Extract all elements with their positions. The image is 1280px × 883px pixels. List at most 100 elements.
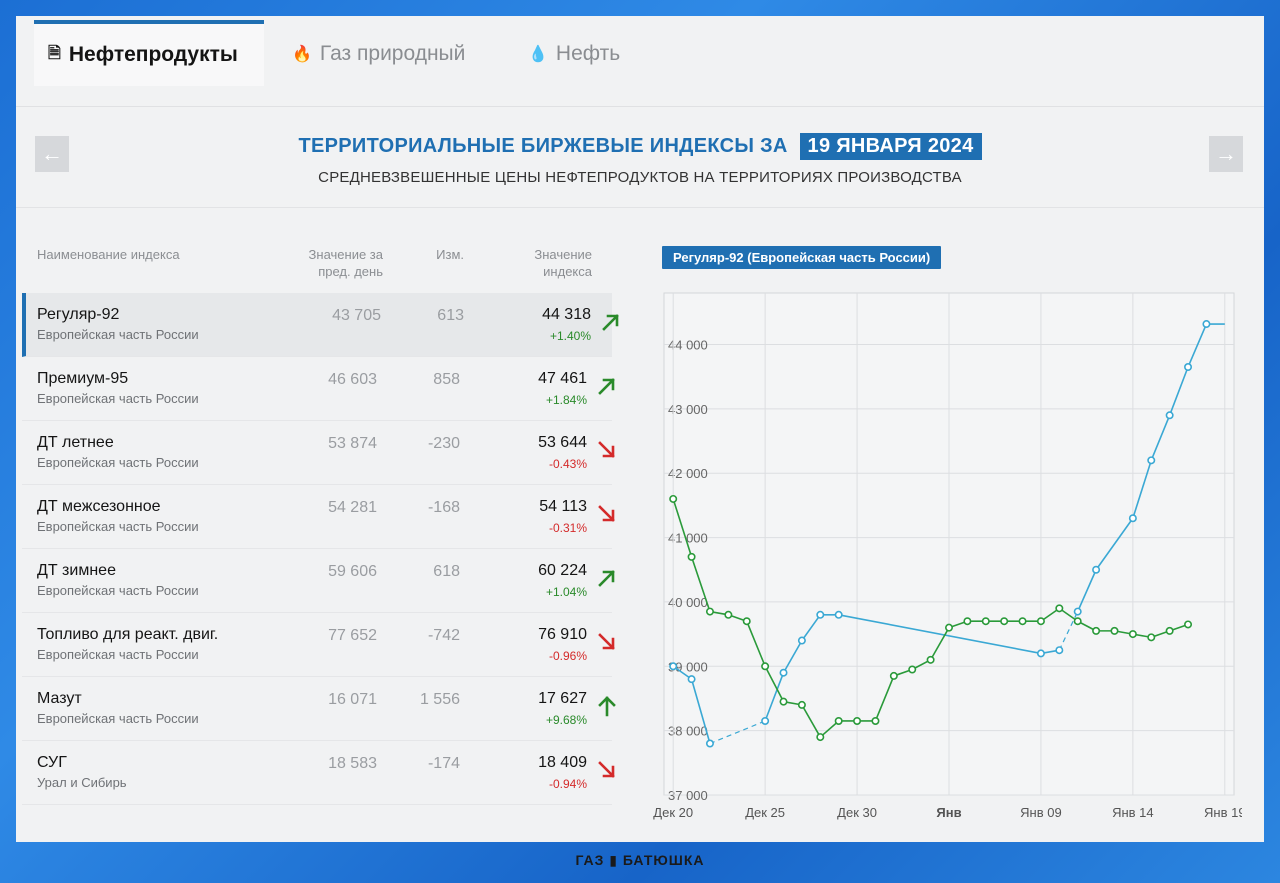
percent-change: -0.31% (548, 521, 587, 535)
arrow-right-icon: → (1215, 141, 1237, 166)
data-point (742, 617, 751, 626)
x-tick-label: Дек 30 (837, 805, 877, 820)
table-row[interactable]: Премиум-95 Европейская часть России 46 603… (22, 357, 615, 421)
logo-left: ГАЗ (575, 852, 605, 868)
title-text: ТЕРРИТОРИАЛЬНЫЕ БИРЖЕВЫЕ ИНДЕКСЫ ЗА (298, 135, 788, 157)
data-point (669, 662, 678, 671)
index-region: Европейская часть России (37, 711, 199, 726)
series-line-segment (672, 498, 693, 558)
data-point (816, 733, 825, 742)
tab-label: Газ природный (319, 42, 466, 65)
x-tick-label: Дек 25 (745, 805, 785, 820)
prev-value: 53 874 (328, 435, 377, 452)
series-line-segment (1076, 569, 1097, 612)
table-row[interactable]: СУГ Урал и Сибирь 18 583 -174 18 409 -0.94% (22, 741, 615, 805)
prev-value: 43 705 (332, 307, 381, 324)
main-panel: 🗎 Нефтепродукты 🔥 Газ природный 💧 Нефть … (16, 16, 1264, 842)
prev-date-button[interactable]: ← (35, 136, 69, 172)
data-point (834, 610, 843, 619)
date-badge: 19 ЯНВАРЯ 2024 (799, 133, 982, 160)
change-value: 618 (433, 563, 460, 580)
x-tick-label: Дек 20 (653, 805, 693, 820)
data-point (963, 617, 972, 626)
index-name: Топливо для реакт. двиг. (37, 626, 219, 643)
table-body: Регуляр-92 Европейская часть России 43 705… (22, 293, 619, 805)
x-tick-label: Янв 19 (1204, 805, 1242, 820)
data-point (779, 668, 788, 677)
data-point (1055, 646, 1064, 655)
prev-value: 54 281 (328, 499, 377, 516)
series-line-segment (874, 675, 895, 722)
tab-oil[interactable]: 💧 Нефть (528, 22, 620, 86)
table-row[interactable]: ДТ зимнее Европейская часть России 59 606 6… (22, 549, 615, 613)
data-point (705, 739, 714, 748)
percent-change: -0.43% (548, 457, 587, 471)
series-line-segment (782, 640, 803, 674)
series-line-segment (929, 627, 950, 661)
index-name: Мазут (37, 690, 82, 707)
tab-natural-gas[interactable]: 🔥 Газ природный (292, 22, 465, 86)
index-value: 47 461 (538, 370, 587, 387)
data-point (944, 623, 953, 632)
y-tick-label: 44 000 (668, 337, 708, 352)
index-region: Европейская часть России (37, 519, 199, 534)
data-point (1184, 363, 1193, 372)
prev-value: 18 583 (328, 755, 377, 772)
data-point (687, 675, 696, 684)
change-value: -174 (427, 755, 460, 772)
data-point (669, 494, 678, 503)
series-line-segment (1168, 366, 1189, 416)
document-icon: 🗎 (48, 44, 61, 62)
index-value: 76 910 (538, 626, 587, 643)
y-tick-label: 40 000 (668, 595, 708, 610)
table-row[interactable]: ДТ летнее Европейская часть России 53 874 -… (22, 421, 615, 485)
data-point (908, 665, 917, 674)
chart-title-badge: Регуляр-92 (Европейская часть России) (662, 246, 942, 269)
index-value: 60 224 (538, 562, 587, 579)
data-point (1147, 633, 1156, 642)
index-region: Европейская часть России (37, 391, 199, 406)
data-point (797, 636, 806, 645)
index-name: Регуляр-92 (37, 306, 120, 323)
data-point (761, 662, 770, 671)
arrow-down-icon (598, 761, 615, 778)
change-value: -168 (427, 499, 460, 516)
x-tick-label: Янв 14 (1112, 805, 1154, 820)
data-point (1055, 604, 1064, 613)
data-point (1110, 626, 1119, 635)
data-point (1036, 617, 1045, 626)
change-value: 858 (433, 371, 460, 388)
x-tick-label: Янв (936, 805, 961, 820)
data-point (889, 671, 898, 680)
next-date-button[interactable]: → (1209, 136, 1243, 172)
data-point (779, 697, 788, 706)
series-line-segment (801, 704, 821, 738)
index-name: Премиум-95 (37, 370, 129, 387)
table-row[interactable]: Мазут Европейская часть России 16 071 1 556… (22, 677, 616, 741)
series-line-segment (709, 720, 766, 745)
y-tick-label: 38 000 (668, 724, 708, 739)
data-point (724, 610, 733, 619)
divider (16, 106, 1264, 107)
percent-change: +9.68% (545, 713, 587, 727)
table-row[interactable]: Топливо для реакт. двиг. Европейская част… (22, 613, 615, 677)
series-line-segment (801, 614, 821, 642)
index-region: Европейская часть России (37, 455, 199, 470)
index-value: 53 644 (538, 434, 587, 451)
column-header-change: Изм. (436, 247, 464, 262)
series-line-segment (690, 678, 711, 744)
percent-change: +1.40% (549, 329, 591, 343)
table-row[interactable]: Регуляр-92 Европейская часть России 43 705… (22, 293, 619, 357)
percent-change: +1.84% (545, 393, 587, 407)
arrow-up-icon (598, 570, 615, 587)
logo-separator-icon: ▮ (609, 852, 623, 868)
prev-value: 16 071 (328, 691, 377, 708)
footer-logo: ГАЗ ▮ БАТЮШКА (0, 852, 1280, 869)
tab-petroleum-products[interactable]: 🗎 Нефтепродукты (34, 20, 264, 86)
column-header-prev: Значение за пред. день (308, 247, 383, 279)
table-row[interactable]: ДТ межсезонное Европейская часть России 54… (22, 485, 615, 549)
arrow-up-icon (598, 696, 616, 717)
data-point (1000, 617, 1009, 626)
index-name: ДТ межсезонное (37, 498, 161, 515)
y-tick-label: 41 000 (668, 531, 708, 546)
